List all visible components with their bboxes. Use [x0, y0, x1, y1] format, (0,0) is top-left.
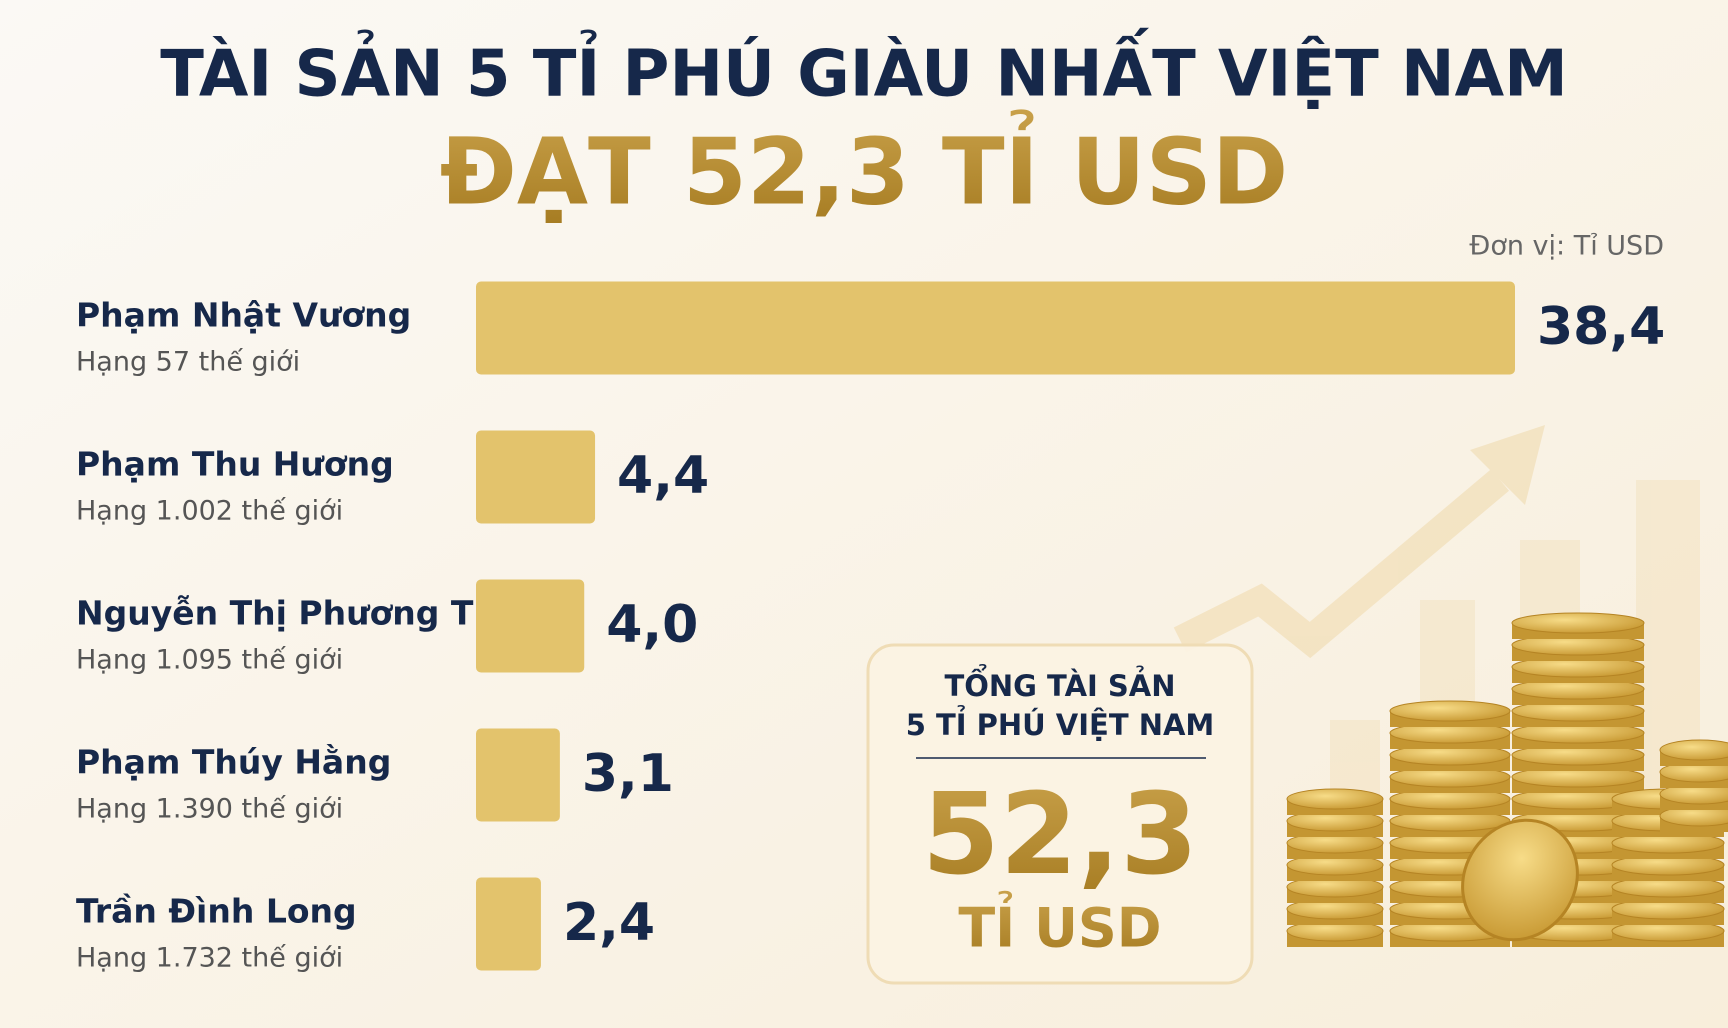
coin	[1389, 700, 1511, 722]
total-title: 5 TỈ PHÚ VIỆT NAM	[906, 705, 1215, 742]
value-label: 3,1	[582, 744, 674, 804]
total-title: TỔNG TÀI SẢN	[944, 663, 1175, 703]
rank-label: Hạng 1.390 thế giới	[76, 794, 343, 825]
bar	[476, 579, 585, 673]
coins	[1286, 612, 1728, 947]
total-unit: TỈ USD	[958, 892, 1161, 960]
chart-subtitle: ĐẠT 52,3 TỈ USD	[440, 108, 1288, 225]
rank-label: Hạng 1.095 thế giới	[76, 645, 343, 676]
category-label: Phạm Thúy Hằng	[76, 743, 391, 782]
bar	[476, 877, 541, 971]
value-label: 4,0	[606, 595, 698, 655]
category-label: Nguyễn Thị Phương Thảo	[76, 594, 542, 633]
rank-label: Hạng 57 thế giới	[76, 347, 300, 378]
category-label: Phạm Nhật Vương	[76, 296, 411, 335]
category-label: Phạm Thu Hương	[76, 445, 394, 484]
deco-arrow	[1173, 469, 1510, 659]
total-box: TỔNG TÀI SẢN 5 TỈ PHÚ VIỆT NAM 52,3 TỈ U…	[866, 643, 1254, 985]
total-box-frame	[866, 643, 1254, 985]
value-label: 38,4	[1537, 297, 1665, 357]
coin	[1286, 788, 1384, 810]
bar	[476, 728, 560, 822]
rank-label: Hạng 1.002 thế giới	[76, 496, 343, 527]
coin	[1659, 739, 1728, 761]
coin	[1461, 818, 1579, 942]
deco-arrow-head	[1470, 425, 1545, 505]
unit-label: Đơn vị: Tỉ USD	[1469, 231, 1664, 262]
category-label: Trần Đình Long	[76, 892, 357, 931]
total-value: 52,3	[922, 770, 1198, 900]
value-label: 2,4	[563, 893, 655, 953]
bars: Phạm Nhật Vương Hạng 57 thế giới 38,4 Phạm …	[76, 281, 1665, 974]
coin	[1511, 612, 1645, 634]
bar	[476, 430, 596, 524]
rank-label: Hạng 1.732 thế giới	[76, 943, 343, 974]
chart-title: TÀI SẢN 5 TỈ PHÚ GIÀU NHẤT VIỆT NAM	[160, 28, 1568, 112]
value-label: 4,4	[617, 446, 709, 506]
bar	[476, 281, 1515, 375]
